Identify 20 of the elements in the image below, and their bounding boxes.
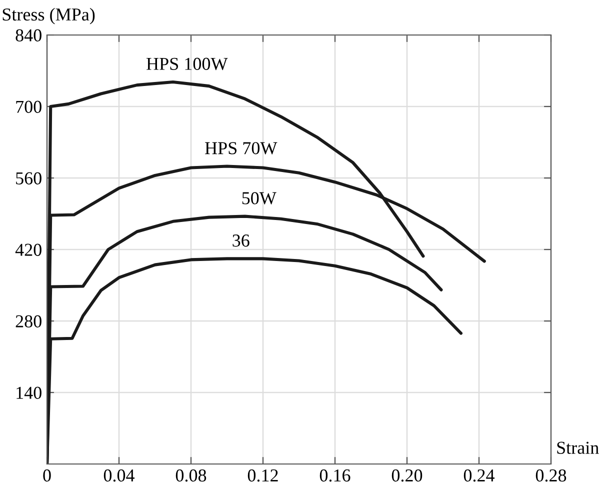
y-tick-label: 840 <box>16 29 42 42</box>
x-tick-label: 0.16 <box>320 469 350 482</box>
x-tick-label: 0.24 <box>464 469 495 482</box>
x-tick-label: 0.28 <box>536 469 566 482</box>
x-tick-label: 0.20 <box>392 469 422 482</box>
series-label: HPS 70W <box>205 142 278 154</box>
y-axis-title: Stress (MPa) <box>2 8 95 24</box>
y-tick-label: 700 <box>16 100 42 113</box>
x-axis-title: Strain <box>557 442 599 454</box>
x-tick-label: 0 <box>43 469 51 482</box>
y-tick-label: 280 <box>16 315 42 328</box>
series-label: 50W <box>242 192 276 204</box>
series-label: 36 <box>232 234 250 247</box>
y-tick-label: 140 <box>16 386 42 399</box>
series-label: HPS 100W <box>146 58 228 70</box>
y-tick-label: 560 <box>16 172 42 184</box>
y-tick-label: 420 <box>15 244 42 256</box>
x-tick-label: 0.08 <box>176 469 206 482</box>
x-tick-label: 0.12 <box>248 469 278 482</box>
x-tick-label: 0.04 <box>104 469 135 482</box>
